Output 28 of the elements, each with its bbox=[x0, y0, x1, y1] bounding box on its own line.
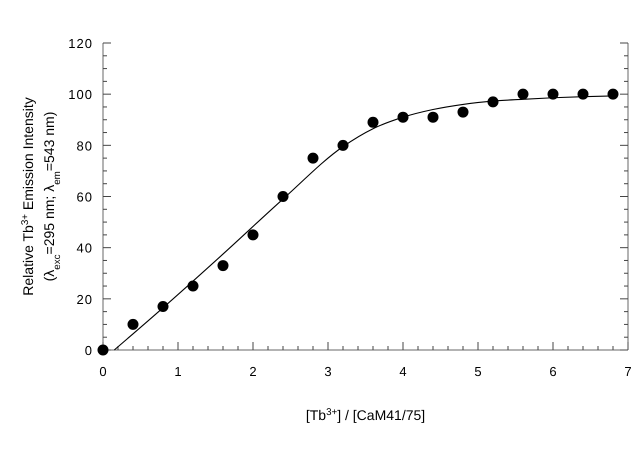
point bbox=[458, 106, 468, 118]
x-axis-title: [Tb$^{3+}$] / [CaM41/75] bbox=[306, 406, 426, 423]
x-tick-label: 0 bbox=[99, 364, 107, 379]
point bbox=[368, 116, 378, 128]
point bbox=[428, 112, 438, 123]
point bbox=[98, 344, 108, 356]
y-tick-label: 80 bbox=[76, 138, 93, 154]
point bbox=[188, 280, 198, 292]
x-tick-label: 1 bbox=[174, 364, 182, 379]
y-tick-label: 100 bbox=[68, 87, 93, 102]
y-tick-label: 20 bbox=[76, 292, 93, 307]
point bbox=[218, 260, 228, 272]
x-tick-label: 6 bbox=[549, 364, 557, 379]
point bbox=[608, 88, 618, 100]
point bbox=[548, 88, 558, 100]
y-tick-label: 60 bbox=[76, 190, 93, 204]
y-tick-label: 0 bbox=[84, 343, 93, 358]
x-tick-label: 5 bbox=[474, 364, 482, 379]
point bbox=[248, 229, 258, 240]
point bbox=[128, 318, 138, 330]
x-tick-label: 4 bbox=[399, 364, 407, 379]
x-tick-label: 7 bbox=[624, 364, 632, 379]
point bbox=[308, 152, 318, 164]
point bbox=[518, 88, 528, 100]
x-tick-label: 2 bbox=[249, 364, 257, 379]
y-tick-label: 120 bbox=[68, 36, 93, 51]
x-tick-label: 3 bbox=[324, 364, 332, 379]
y-tick-label: 40 bbox=[76, 240, 93, 256]
